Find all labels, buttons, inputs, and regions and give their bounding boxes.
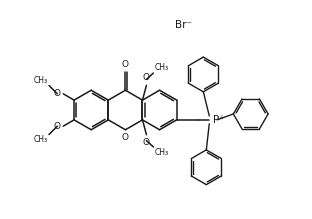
- Text: O: O: [53, 122, 60, 131]
- Text: CH₃: CH₃: [34, 136, 48, 145]
- Text: O: O: [122, 60, 129, 69]
- Text: CH₃: CH₃: [34, 76, 48, 85]
- Text: O: O: [53, 89, 60, 98]
- Text: O: O: [143, 73, 150, 82]
- Text: Br⁻: Br⁻: [175, 20, 192, 30]
- Text: O: O: [122, 133, 129, 142]
- Text: CH₃: CH₃: [154, 63, 168, 72]
- Text: O: O: [143, 138, 150, 147]
- Text: P⁺: P⁺: [213, 115, 225, 125]
- Text: CH₃: CH₃: [154, 148, 168, 157]
